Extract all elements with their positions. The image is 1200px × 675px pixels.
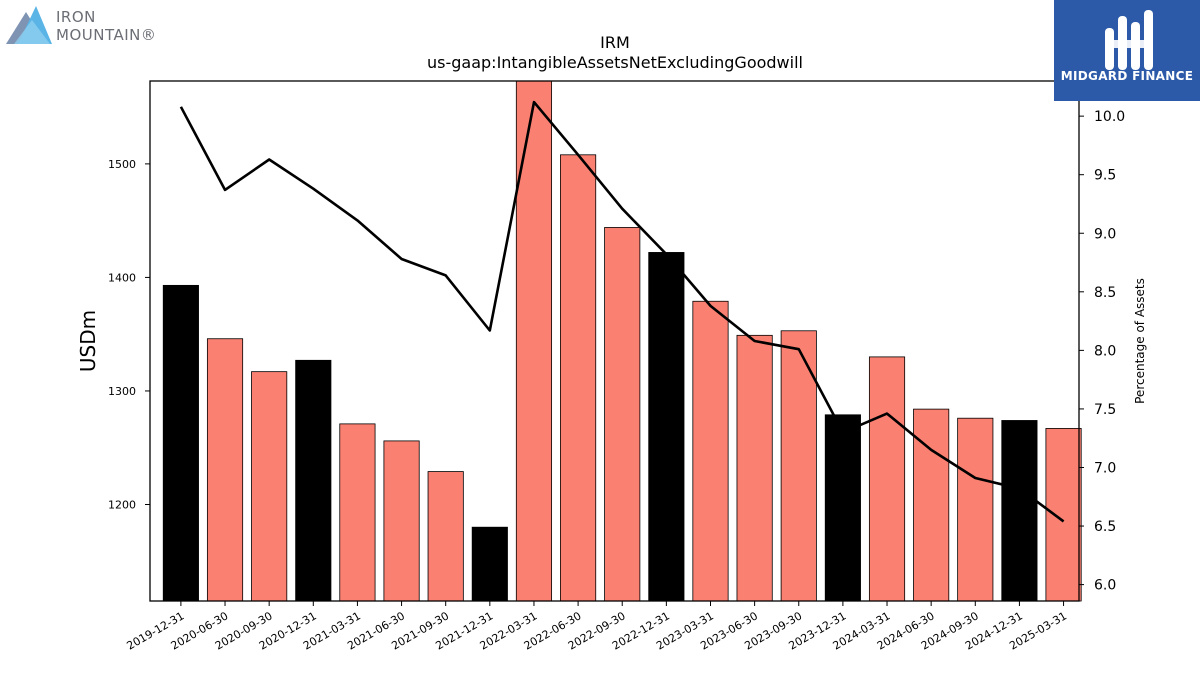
plot-frame <box>149 80 1080 602</box>
bar <box>780 330 817 602</box>
bar <box>824 414 861 602</box>
bar <box>736 334 773 602</box>
line-group <box>179 100 1065 523</box>
y2-tick-label: 10.0 <box>1094 109 1125 125</box>
bar <box>383 440 420 602</box>
y2-tick-label: 7.0 <box>1094 460 1116 476</box>
y2-tick-label: 6.0 <box>1094 578 1116 594</box>
y-tick-label: 1400 <box>108 271 136 284</box>
y-tick-label: 1500 <box>108 158 136 171</box>
bar <box>1001 420 1038 602</box>
bar <box>604 227 641 602</box>
y2-tick-label: 8.5 <box>1094 285 1116 301</box>
bar <box>427 471 464 602</box>
bar <box>560 154 597 602</box>
midgard-finance-wordmark: MIDGARD FINANCE <box>1060 69 1194 83</box>
midgard-monogram-icon <box>1105 10 1153 70</box>
bar <box>206 338 244 602</box>
y2-tick-label: 6.5 <box>1094 519 1116 535</box>
bar <box>162 284 199 602</box>
bar <box>648 252 685 602</box>
y-axis-label: USDm <box>76 310 100 372</box>
iron-mountain-wordmark: IRON MOUNTAIN® <box>56 8 157 44</box>
bar <box>515 80 553 602</box>
mountain-icon <box>6 6 52 44</box>
iron-mountain-logo: IRON MOUNTAIN® <box>4 4 164 48</box>
bar <box>692 300 729 602</box>
y2-tick-label: 7.5 <box>1094 402 1116 418</box>
y-tick-label: 1200 <box>108 498 136 511</box>
bar <box>1045 428 1082 602</box>
bar <box>295 359 332 602</box>
y-tick-label: 1300 <box>108 385 136 398</box>
bar <box>913 408 950 602</box>
y2-tick-label: 9.5 <box>1094 168 1116 184</box>
bar <box>251 371 288 602</box>
bar <box>471 526 508 602</box>
bar <box>868 356 906 602</box>
bar <box>957 417 994 602</box>
chart-title: IRM <box>600 33 630 52</box>
y2-axis-label: Percentage of Assets <box>1133 278 1147 404</box>
percentage-line <box>179 100 1065 523</box>
chart-subtitle: us-gaap:IntangibleAssetsNetExcludingGood… <box>427 53 803 72</box>
midgard-finance-logo: MIDGARD FINANCE <box>1054 0 1200 101</box>
bar-group <box>162 80 1082 602</box>
y2-tick-label: 8.0 <box>1094 343 1116 359</box>
y2-tick-label: 9.0 <box>1094 226 1116 242</box>
bar <box>339 423 376 602</box>
